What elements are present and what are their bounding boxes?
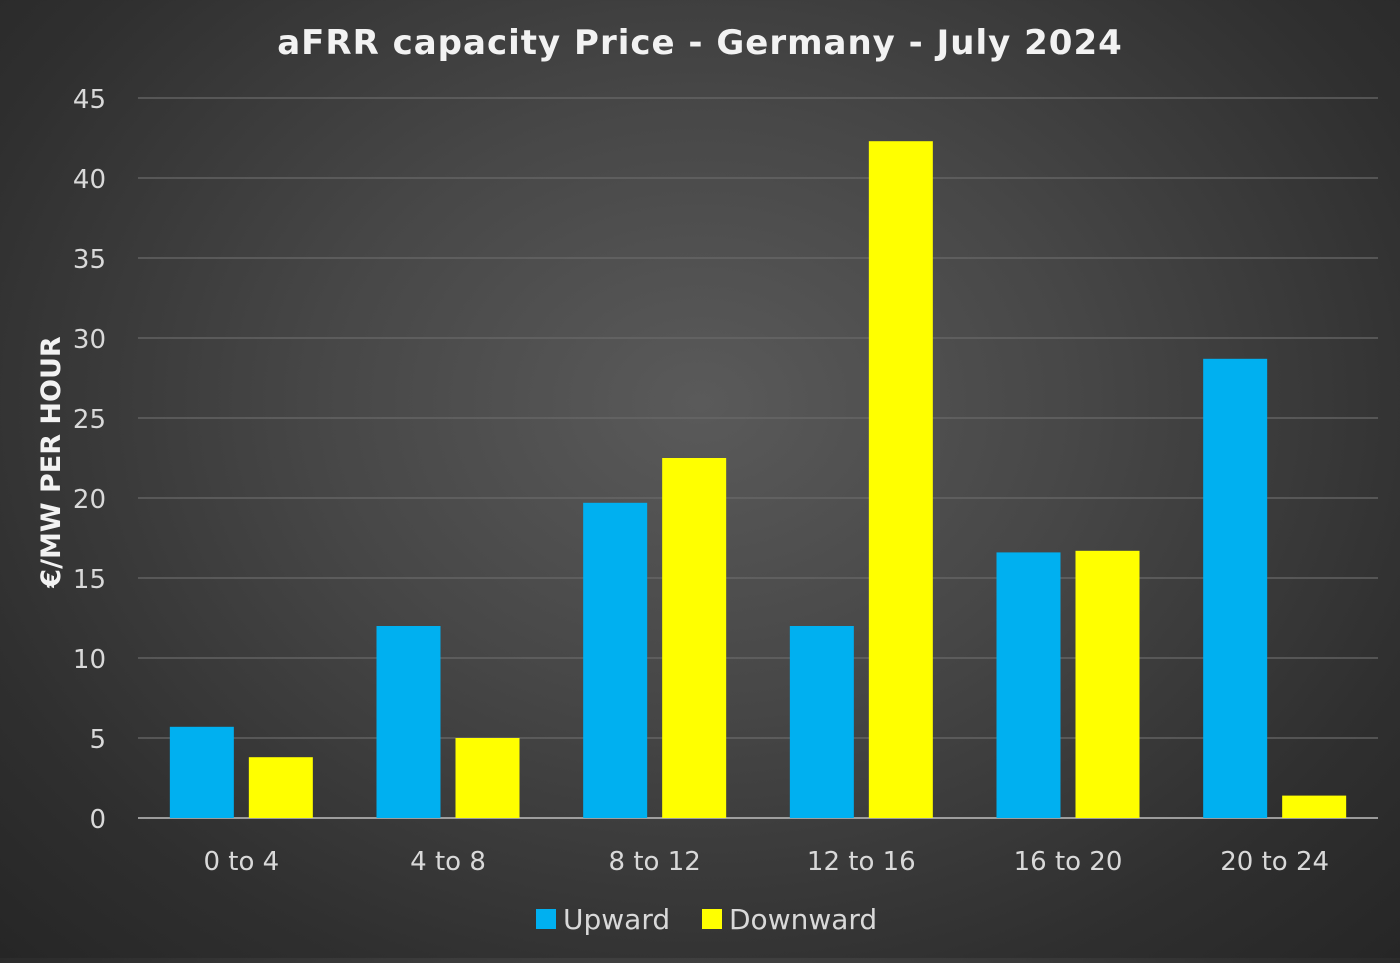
y-tick-label: 25 bbox=[73, 405, 106, 435]
bar-downward-5 bbox=[1282, 795, 1347, 818]
y-tick-label: 20 bbox=[73, 485, 106, 515]
legend-label-downward: Downward bbox=[729, 903, 877, 936]
bar-downward-2 bbox=[662, 458, 727, 818]
bar-upward-0 bbox=[169, 726, 234, 818]
bar-downward-3 bbox=[868, 141, 933, 818]
y-tick-label: 5 bbox=[89, 725, 106, 755]
y-tick-label: 40 bbox=[73, 165, 106, 195]
y-tick-label: 45 bbox=[73, 85, 106, 115]
x-axis-ticks: 0 to 4 4 to 8 8 to 12 12 to 16 16 to 20 20 to… bbox=[203, 847, 1329, 877]
y-tick-label: 35 bbox=[73, 245, 106, 275]
y-tick-label: 30 bbox=[73, 325, 106, 355]
x-tick-label: 8 to 12 bbox=[609, 847, 701, 877]
bar-upward-4 bbox=[996, 552, 1061, 818]
y-axis-ticks: 0 5 10 15 20 25 30 35 40 45 bbox=[73, 85, 106, 835]
x-tick-label: 4 to 8 bbox=[410, 847, 486, 877]
x-tick-label: 20 to 24 bbox=[1220, 847, 1329, 877]
gridlines bbox=[138, 97, 1378, 819]
x-tick-label: 0 to 4 bbox=[203, 847, 279, 877]
bar-downward-1 bbox=[455, 738, 520, 818]
y-tick-label: 15 bbox=[73, 565, 106, 595]
x-tick-label: 12 to 16 bbox=[807, 847, 916, 877]
bar-downward-0 bbox=[248, 757, 313, 818]
bar-upward-3 bbox=[789, 626, 854, 818]
y-axis-label: €/MW PER HOUR bbox=[36, 336, 67, 589]
bar-upward-1 bbox=[376, 626, 441, 818]
legend-label-upward: Upward bbox=[563, 903, 670, 936]
legend-swatch-downward bbox=[702, 909, 722, 929]
bar-upward-5 bbox=[1203, 358, 1268, 818]
legend-swatch-upward bbox=[536, 909, 556, 929]
x-tick-label: 16 to 20 bbox=[1014, 847, 1123, 877]
bar-downward-4 bbox=[1075, 550, 1140, 818]
chart-title: aFRR capacity Price - Germany - July 202… bbox=[277, 23, 1123, 63]
legend: Upward Downward bbox=[536, 903, 877, 936]
bars bbox=[169, 141, 1347, 818]
bar-upward-2 bbox=[583, 502, 648, 818]
y-tick-label: 0 bbox=[89, 805, 106, 835]
y-tick-label: 10 bbox=[73, 645, 106, 675]
